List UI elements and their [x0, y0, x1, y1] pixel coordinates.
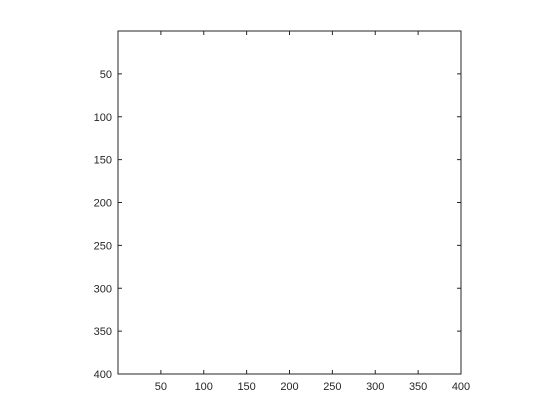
hamster-eye [264, 186, 297, 219]
hamster-chest [178, 288, 281, 366]
x-tick-label: 350 [409, 381, 427, 393]
hamster-image [118, 31, 461, 374]
x-tick-label: 150 [237, 381, 255, 393]
y-tick-label: 200 [94, 198, 112, 210]
x-tick-label: 300 [366, 381, 384, 393]
x-tick-label: 250 [323, 381, 341, 393]
wicker-right [340, 65, 444, 169]
hamster-far-eye [339, 158, 360, 181]
hamster-top-ear [278, 87, 301, 120]
x-tick-label: 100 [195, 381, 213, 393]
hamster-nose [336, 235, 359, 252]
y-tick-label: 350 [94, 326, 112, 338]
y-tick-label: 50 [100, 69, 112, 81]
y-tick-label: 150 [94, 155, 112, 167]
wicker-strip-left [143, 108, 196, 169]
x-tick-label: 400 [452, 381, 470, 393]
wicker-lower [246, 271, 376, 374]
x-tick-label: 50 [155, 381, 167, 393]
x-axis-ticks: 50 100 150 200 250 300 350 400 [155, 31, 470, 393]
x-tick-label: 200 [280, 381, 298, 393]
y-tick-label: 300 [94, 283, 112, 295]
y-tick-label: 400 [94, 369, 112, 381]
y-tick-label: 250 [94, 240, 112, 252]
hamster-right-ear [388, 165, 417, 188]
y-axis-ticks: 50 100 150 200 250 300 350 400 [94, 69, 461, 381]
y-tick-label: 100 [94, 112, 112, 124]
hamster-left-ear [209, 144, 250, 193]
